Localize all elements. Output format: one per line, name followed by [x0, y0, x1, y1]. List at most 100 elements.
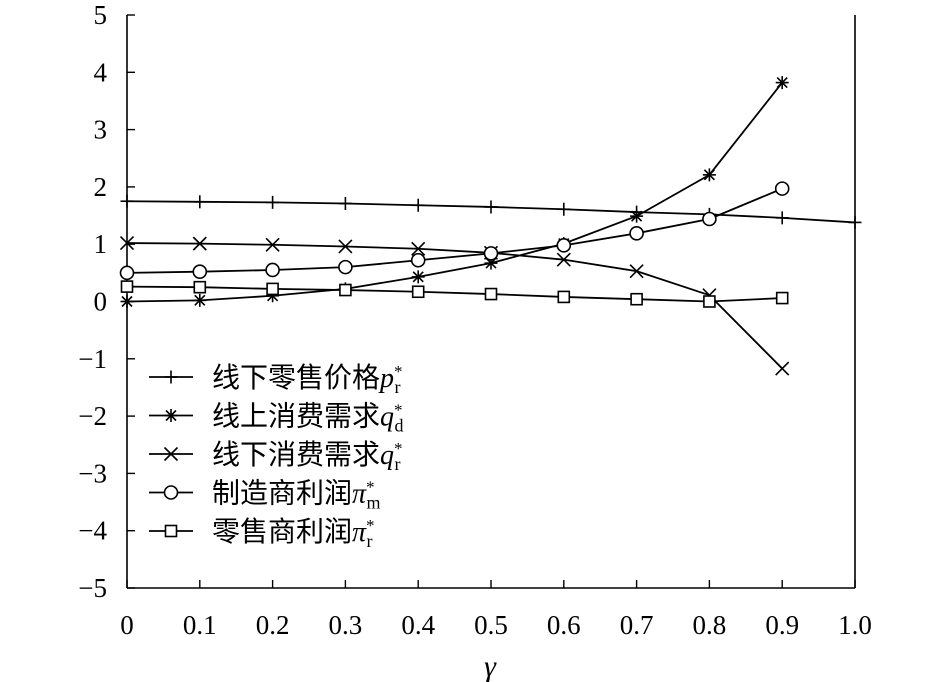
- y-tick-label: 5: [94, 0, 108, 30]
- legend-marker-asterisk: [164, 409, 178, 422]
- legend-item-plus: 线下零售价格p* r: [149, 362, 403, 397]
- legend-marker-square: [164, 524, 178, 538]
- legend-item-cross: 线下消费需求q* r: [149, 439, 403, 474]
- data-point-asterisk: [775, 76, 789, 90]
- data-point-cross: [265, 237, 280, 252]
- legend-superscript: *: [366, 478, 375, 497]
- data-point-cross: [629, 264, 644, 279]
- data-point-circle: [192, 264, 208, 280]
- y-tick-label: −1: [78, 344, 107, 374]
- legend-math-symbol: p: [378, 363, 394, 394]
- legend-item-circle: 制造商利润π* m: [149, 478, 381, 513]
- y-tick-label: 2: [94, 172, 108, 202]
- data-point-circle: [483, 246, 499, 261]
- data-point-asterisk: [411, 270, 425, 284]
- y-tick-label: −3: [78, 458, 107, 488]
- legend-math-symbol: π: [352, 517, 367, 548]
- data-point-plus: [557, 202, 571, 216]
- x-tick-label: 0.2: [256, 610, 290, 640]
- data-point-cross: [556, 252, 571, 267]
- series-asterisk: [120, 76, 789, 308]
- legend-subscript: r: [395, 377, 401, 397]
- ticks-layer: 5 4 3 2 1 0 −1 −2 −3 −4 −5 0 0.1 0.2 0.3 0.4 0.5 0.6 0.7 0.…: [78, 0, 872, 640]
- legend-main-text: 线下零售价格: [212, 362, 380, 394]
- data-point-plus: [775, 211, 789, 225]
- data-point-cross: [192, 236, 207, 251]
- y-tick-label: 4: [94, 57, 108, 87]
- legend-superscript: *: [394, 362, 403, 381]
- data-point-asterisk: [120, 295, 134, 308]
- series-layer: [119, 76, 862, 376]
- data-point-plus: [411, 198, 425, 212]
- legend-label: 线上消费需求q* d: [212, 401, 404, 436]
- x-tick-label: 0.9: [765, 610, 799, 640]
- data-point-square: [484, 287, 498, 301]
- series-plus: [120, 194, 862, 229]
- legend-item-square: 零售商利润π* r: [149, 516, 375, 551]
- data-point-square: [120, 280, 134, 293]
- x-tick-label: 0.6: [547, 610, 581, 640]
- legend-math-symbol: q: [380, 402, 394, 433]
- data-point-circle: [556, 238, 572, 253]
- legend-subscript: d: [395, 416, 404, 436]
- data-point-cross: [119, 235, 135, 251]
- legend-math-symbol: π: [352, 479, 367, 510]
- legend-label: 零售商利润π* r: [212, 516, 375, 551]
- x-tick-label: 1.0: [838, 610, 872, 640]
- y-tick-label: −4: [78, 516, 107, 546]
- data-point-circle: [702, 211, 717, 227]
- series-line-asterisk: [126, 82, 783, 303]
- legend-main-text: 制造商利润: [212, 478, 352, 510]
- series-line-cross: [126, 242, 783, 370]
- y-tick-label: −2: [78, 401, 107, 431]
- series-line-circle: [126, 187, 783, 274]
- legend-label: 制造商利润π* m: [212, 478, 381, 513]
- x-tick-label: 0: [120, 610, 134, 640]
- data-point-square: [703, 295, 716, 308]
- legend-subscript: r: [367, 531, 373, 551]
- data-point-circle: [338, 259, 353, 275]
- data-point-cross: [411, 241, 426, 256]
- legend-superscript: *: [366, 516, 375, 535]
- data-point-plus: [338, 197, 352, 211]
- legend-marker-circle: [163, 485, 179, 500]
- data-point-square: [411, 285, 425, 299]
- x-tick-label: 0.3: [329, 610, 363, 640]
- y-tick-label: 0: [94, 287, 108, 317]
- data-point-asterisk: [702, 168, 716, 182]
- legend-label: 线下消费需求q* r: [212, 439, 403, 474]
- legend-marker-cross: [163, 446, 179, 462]
- legend-math-symbol: q: [380, 440, 394, 471]
- x-tick-label: 0.8: [693, 610, 727, 640]
- data-point-square: [557, 290, 571, 304]
- data-point-asterisk: [193, 293, 207, 307]
- x-tick-label: 0.1: [183, 610, 217, 640]
- data-point-square: [266, 282, 279, 296]
- data-point-plus: [193, 195, 207, 209]
- legend-superscript: *: [394, 439, 403, 458]
- x-axis-title: γ: [484, 650, 497, 682]
- x-tick-label: 0.5: [474, 610, 508, 640]
- y-tick-label: 3: [94, 115, 108, 145]
- y-tick-label: 1: [94, 229, 108, 259]
- data-point-plus: [484, 200, 498, 214]
- data-point-circle: [410, 252, 426, 268]
- data-point-cross: [338, 239, 353, 254]
- data-point-plus: [266, 195, 280, 209]
- series-line-square: [126, 285, 783, 303]
- data-point-plus: [848, 215, 862, 229]
- legend-subscript: m: [367, 493, 381, 513]
- data-point-circle: [265, 262, 280, 278]
- data-point-circle: [119, 265, 135, 281]
- data-point-square: [775, 291, 789, 305]
- data-point-cross: [775, 361, 790, 376]
- legend-main-text: 线上消费需求: [212, 401, 380, 433]
- data-point-square: [630, 292, 643, 306]
- data-point-circle: [629, 226, 644, 241]
- legend-superscript: *: [394, 401, 403, 420]
- data-point-plus: [120, 194, 134, 208]
- legend-marker-plus: [164, 370, 178, 384]
